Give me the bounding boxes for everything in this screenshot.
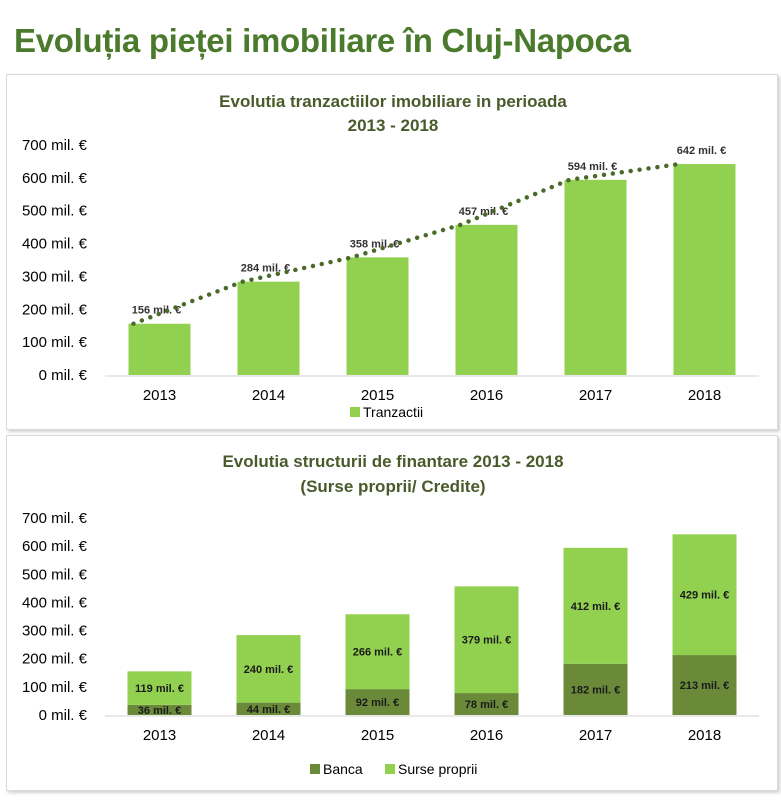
y-tick-label: 100 mil. € [22, 334, 88, 351]
y-tick-label: 100 mil. € [22, 679, 88, 696]
data-label: 284 mil. € [241, 263, 291, 275]
data-label-banca: 78 mil. € [465, 699, 508, 711]
x-tick-label: 2018 [688, 727, 721, 744]
data-label-banca: 36 mil. € [138, 705, 181, 717]
bar-surse-proprii [345, 614, 410, 690]
data-label-banca: 182 mil. € [571, 684, 621, 696]
x-tick-label: 2013 [143, 727, 176, 744]
y-tick-label: 500 mil. € [22, 566, 88, 583]
trendline-dotted [131, 161, 681, 326]
y-tick-label: 400 mil. € [22, 236, 88, 253]
y-tick-label: 300 mil. € [22, 268, 88, 285]
x-tick-label: 2013 [143, 387, 176, 404]
bar-banca [345, 689, 410, 715]
legend-swatch-surse-proprii [385, 764, 395, 774]
y-tick-label: 500 mil. € [22, 203, 88, 220]
data-label-surse-proprii: 119 mil. € [135, 683, 184, 695]
y-tick-label: 300 mil. € [22, 623, 88, 640]
legend-label-tranzactii: Tranzactii [363, 404, 423, 420]
bar-tranzactii [455, 224, 518, 375]
bar-surse-proprii [236, 635, 301, 703]
bar-banca [236, 702, 301, 715]
data-label-banca: 44 mil. € [247, 704, 290, 716]
bar-tranzactii [128, 323, 191, 375]
x-tick-label: 2016 [470, 727, 503, 744]
data-label: 594 mil. € [568, 161, 618, 173]
data-label-surse-proprii: 412 mil. € [571, 601, 621, 613]
bar-tranzactii [237, 281, 300, 375]
bar-surse-proprii [127, 671, 192, 705]
data-label-surse-proprii: 240 mil. € [244, 664, 294, 676]
legend-label-surse-proprii: Surse proprii [398, 761, 477, 777]
x-tick-label: 2016 [470, 387, 503, 404]
y-tick-label: 0 mil. € [39, 367, 88, 384]
data-label-surse-proprii: 379 mil. € [462, 635, 512, 647]
bar-tranzactii [564, 179, 627, 375]
y-tick-label: 200 mil. € [22, 651, 88, 668]
bar-banca [672, 655, 737, 715]
chart-title-line: 2013 - 2018 [348, 116, 439, 135]
bar-tranzactii [673, 164, 736, 375]
data-label-banca: 213 mil. € [680, 680, 730, 692]
page-title: Evoluția pieței imobiliare în Cluj-Napoc… [14, 22, 631, 59]
legend-swatch-banca [310, 764, 320, 774]
x-tick-label: 2014 [252, 387, 285, 404]
data-label: 358 mil. € [350, 238, 400, 250]
bar-surse-proprii [563, 547, 628, 664]
y-tick-label: 600 mil. € [22, 170, 88, 187]
y-tick-label: 0 mil. € [39, 707, 88, 724]
chart-title-line: Evolutia tranzactiilor imobiliare in per… [219, 92, 567, 111]
bar-banca [454, 693, 519, 715]
data-label: 642 mil. € [677, 145, 727, 157]
y-tick-label: 700 mil. € [22, 137, 88, 154]
data-label-surse-proprii: 266 mil. € [353, 647, 403, 659]
bar-tranzactii [346, 257, 409, 375]
data-label: 156 mil. € [132, 305, 182, 317]
legend-label-banca: Banca [323, 761, 363, 777]
data-label-surse-proprii: 429 mil. € [680, 590, 730, 602]
transactions-chart: Evolutia tranzactiilor imobiliare in per… [22, 92, 759, 420]
bar-surse-proprii [454, 586, 519, 694]
bar-banca [127, 704, 192, 715]
x-tick-label: 2018 [688, 387, 721, 404]
y-tick-label: 700 mil. € [22, 510, 88, 527]
data-label-banca: 92 mil. € [356, 697, 399, 709]
x-tick-label: 2014 [252, 727, 285, 744]
y-tick-label: 200 mil. € [22, 301, 88, 318]
x-tick-label: 2017 [579, 727, 612, 744]
data-label: 457 mil. € [459, 206, 509, 218]
x-tick-label: 2015 [361, 727, 394, 744]
financing-chart-panel: Evolutia structurii de finantare 2013 - … [6, 435, 778, 791]
financing-structure-chart: Evolutia structurii de finantare 2013 - … [22, 452, 759, 777]
bar-surse-proprii [672, 534, 737, 656]
transactions-chart-panel: Evolutia tranzactiilor imobiliare in per… [6, 74, 778, 430]
x-tick-label: 2017 [579, 387, 612, 404]
y-tick-label: 400 mil. € [22, 594, 88, 611]
chart-title-line: Evolutia structurii de finantare 2013 - … [222, 452, 563, 471]
bar-banca [563, 663, 628, 715]
y-tick-label: 600 mil. € [22, 538, 88, 555]
legend-swatch-tranzactii [350, 407, 360, 417]
chart-title-line: (Surse proprii/ Credite) [300, 477, 485, 496]
x-tick-label: 2015 [361, 387, 394, 404]
